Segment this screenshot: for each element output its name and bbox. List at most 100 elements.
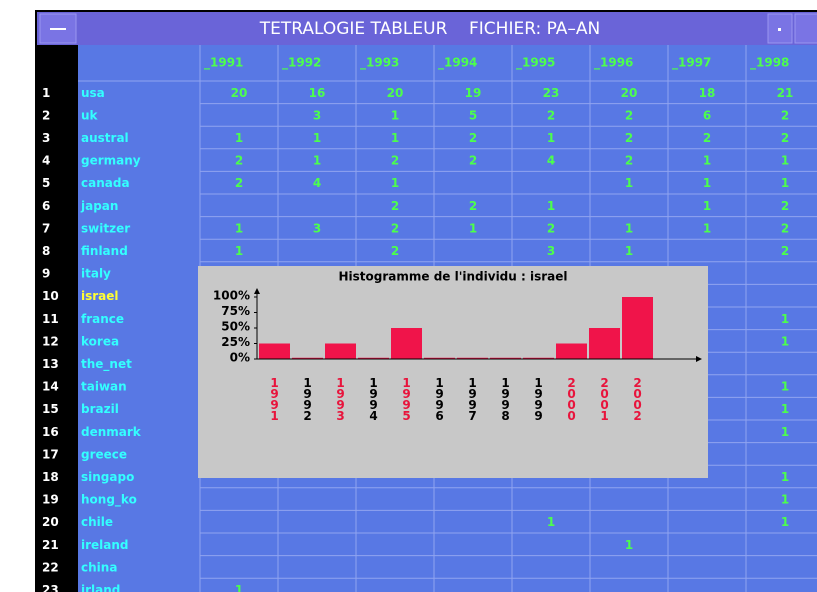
cell: 1: [625, 244, 633, 258]
row-label: canada: [81, 176, 130, 190]
bar: [292, 357, 323, 359]
cell: 2: [625, 154, 633, 168]
cell: 3: [313, 221, 321, 235]
row-number: 23: [42, 583, 59, 592]
row-label: italy: [81, 267, 111, 281]
row-number: 1: [42, 86, 50, 100]
bar: [391, 328, 422, 359]
row-label: japan: [80, 199, 118, 213]
cell: 1: [781, 176, 789, 190]
cell: 1: [547, 515, 555, 529]
cell: 1: [703, 199, 711, 213]
bar: [325, 343, 356, 359]
cell: 2: [781, 199, 789, 213]
row-label: germany: [81, 154, 141, 168]
cell: 1: [781, 402, 789, 416]
bar: [556, 343, 587, 359]
row-number: 17: [42, 447, 59, 461]
row-label: usa: [81, 86, 105, 100]
bar: [358, 357, 389, 359]
cell: 20: [621, 86, 638, 100]
y-axis-arrow: [254, 288, 260, 294]
cell: 16: [309, 86, 326, 100]
cell: 1: [313, 154, 321, 168]
row-label: hong_ko: [81, 493, 137, 508]
cell: 1: [235, 221, 243, 235]
cell: 2: [625, 131, 633, 145]
cell: 2: [235, 154, 243, 168]
cell: 2: [235, 176, 243, 190]
row-label: uk: [81, 108, 99, 122]
bar: [490, 357, 521, 359]
cell: 5: [469, 108, 477, 122]
cell: 19: [465, 86, 482, 100]
title-bar: [37, 12, 817, 45]
row-number: 6: [42, 199, 50, 213]
bar: [589, 328, 620, 359]
cell: 1: [469, 221, 477, 235]
cell: 1: [235, 244, 243, 258]
maximize-button[interactable]: [794, 13, 817, 44]
column-header: _1998: [750, 56, 789, 71]
row-label: the_net: [81, 357, 132, 372]
cell: 20: [231, 86, 248, 100]
row-label: denmark: [81, 425, 142, 439]
bar: [457, 357, 488, 359]
row-label: austral: [81, 131, 129, 145]
cell: 20: [387, 86, 404, 100]
cell: 2: [781, 244, 789, 258]
histogram-title: Histogramme de l'individu : israel: [338, 270, 567, 284]
menu-button[interactable]: [39, 13, 77, 44]
row-number: 21: [42, 538, 59, 552]
cell: 1: [781, 154, 789, 168]
cell: 1: [625, 221, 633, 235]
row-label: ireland: [81, 538, 129, 552]
row-label: brazil: [81, 402, 119, 416]
cell: 4: [547, 154, 555, 168]
row-label: israel: [81, 289, 119, 303]
row-label: greece: [81, 447, 127, 461]
row-number: 9: [42, 267, 50, 281]
column-header: _1992: [282, 56, 321, 71]
cell: 2: [625, 108, 633, 122]
cell: 1: [703, 221, 711, 235]
cell: 1: [235, 583, 243, 592]
cell: 1: [391, 108, 399, 122]
cell: 1: [703, 176, 711, 190]
column-header: _1995: [516, 56, 555, 71]
row-label: china: [81, 560, 117, 574]
row-label: irland: [81, 583, 120, 592]
cell: 3: [547, 244, 555, 258]
cell: 2: [469, 131, 477, 145]
row-label: finland: [81, 244, 128, 258]
x-axis-arrow: [696, 356, 702, 362]
y-tick-label: 0%: [230, 351, 250, 365]
row-number: 3: [42, 131, 50, 145]
cell: 2: [391, 154, 399, 168]
cell: 1: [781, 425, 789, 439]
cell: 1: [625, 176, 633, 190]
cell: 2: [469, 199, 477, 213]
row-label: france: [81, 312, 124, 326]
column-header: _1991: [204, 56, 243, 71]
row-number: 15: [42, 402, 59, 416]
column-header: _1996: [594, 56, 633, 71]
column-header: _1993: [360, 56, 399, 71]
row-number: 8: [42, 244, 50, 258]
y-tick-label: 25%: [221, 335, 250, 349]
bar: [259, 343, 290, 359]
cell: 2: [547, 108, 555, 122]
column-header: _1997: [672, 56, 711, 71]
row-number: 20: [42, 515, 59, 529]
cell: 2: [781, 131, 789, 145]
cell: 6: [703, 108, 711, 122]
cell: 1: [781, 515, 789, 529]
minimize-icon: [778, 28, 781, 31]
